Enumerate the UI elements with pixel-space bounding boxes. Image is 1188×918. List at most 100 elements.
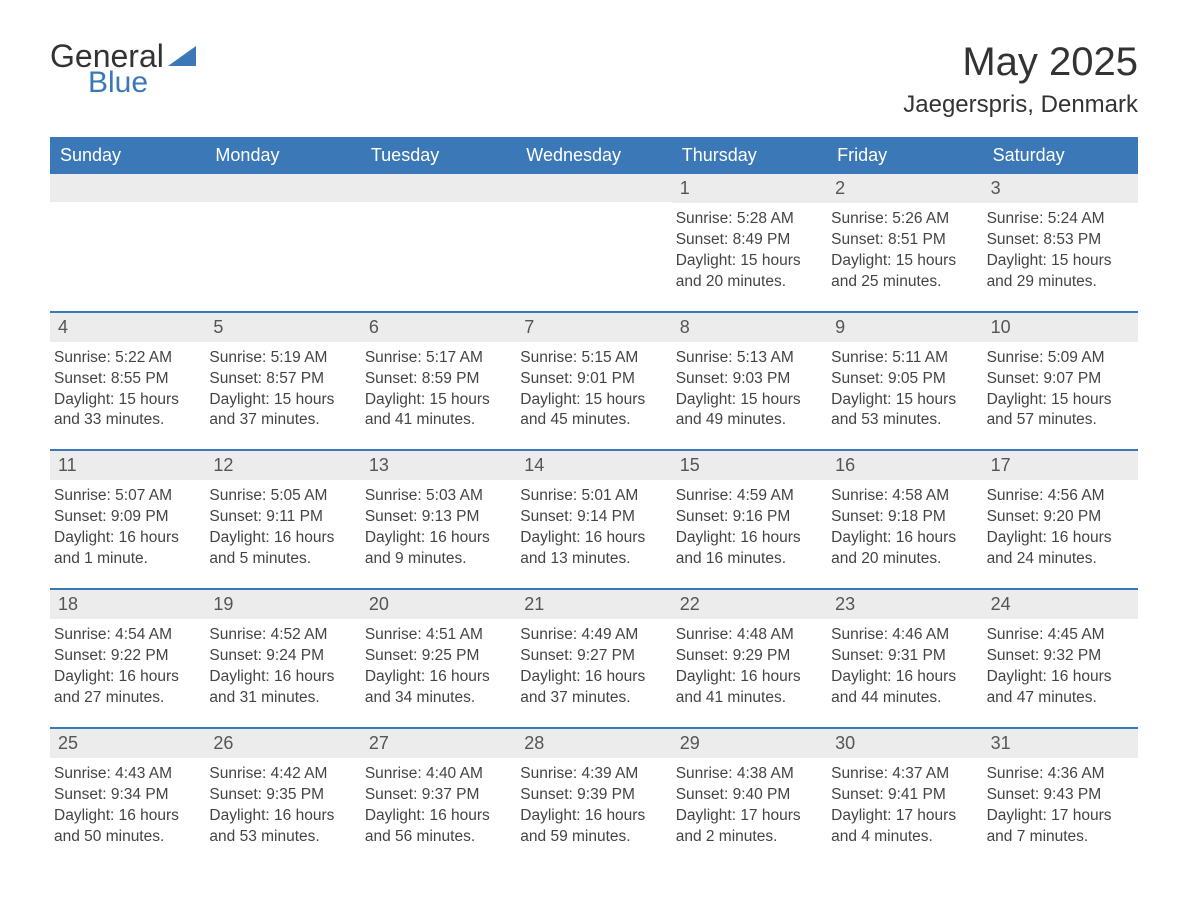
day-sunset: Sunset: 9:14 PM: [520, 507, 663, 528]
day-daylight1: Daylight: 16 hours: [676, 667, 819, 688]
day-sunset: Sunset: 9:35 PM: [209, 785, 352, 806]
day-number: 18: [50, 590, 205, 619]
day-daylight2: and 59 minutes.: [520, 827, 663, 848]
day-sunrise: Sunrise: 4:48 AM: [676, 625, 819, 646]
day-content: Sunrise: 5:07 AMSunset: 9:09 PMDaylight:…: [50, 480, 205, 574]
day-sunset: Sunset: 9:18 PM: [831, 507, 974, 528]
day-content: Sunrise: 4:43 AMSunset: 9:34 PMDaylight:…: [50, 758, 205, 852]
day-sunset: Sunset: 9:20 PM: [987, 507, 1130, 528]
day-sunrise: Sunrise: 4:51 AM: [365, 625, 508, 646]
day-daylight1: Daylight: 15 hours: [54, 390, 197, 411]
day-sunrise: Sunrise: 5:11 AM: [831, 348, 974, 369]
day-sunrise: Sunrise: 4:58 AM: [831, 486, 974, 507]
day-number: 6: [361, 313, 516, 342]
day-number: 10: [983, 313, 1138, 342]
day-daylight1: Daylight: 16 hours: [54, 806, 197, 827]
day-content: Sunrise: 5:13 AMSunset: 9:03 PMDaylight:…: [672, 342, 827, 436]
logo-triangle-icon: [168, 46, 196, 66]
day-content: Sunrise: 4:39 AMSunset: 9:39 PMDaylight:…: [516, 758, 671, 852]
day-number: 9: [827, 313, 982, 342]
day-number: 16: [827, 451, 982, 480]
day-content: Sunrise: 4:46 AMSunset: 9:31 PMDaylight:…: [827, 619, 982, 713]
day-daylight2: and 7 minutes.: [987, 827, 1130, 848]
day-content: Sunrise: 5:26 AMSunset: 8:51 PMDaylight:…: [827, 203, 982, 297]
day-content: Sunrise: 4:45 AMSunset: 9:32 PMDaylight:…: [983, 619, 1138, 713]
day-cell-empty: [205, 174, 360, 297]
day-cell-28: 28Sunrise: 4:39 AMSunset: 9:39 PMDayligh…: [516, 729, 671, 852]
day-cell-27: 27Sunrise: 4:40 AMSunset: 9:37 PMDayligh…: [361, 729, 516, 852]
title-block: May 2025 Jaegerspris, Denmark: [903, 40, 1138, 119]
day-content: Sunrise: 4:56 AMSunset: 9:20 PMDaylight:…: [983, 480, 1138, 574]
day-content: Sunrise: 4:37 AMSunset: 9:41 PMDaylight:…: [827, 758, 982, 852]
day-number: 7: [516, 313, 671, 342]
day-sunset: Sunset: 9:34 PM: [54, 785, 197, 806]
day-daylight2: and 47 minutes.: [987, 688, 1130, 709]
day-daylight1: Daylight: 16 hours: [987, 667, 1130, 688]
day-daylight2: and 57 minutes.: [987, 410, 1130, 431]
day-content: Sunrise: 4:51 AMSunset: 9:25 PMDaylight:…: [361, 619, 516, 713]
day-sunset: Sunset: 9:09 PM: [54, 507, 197, 528]
day-sunrise: Sunrise: 4:40 AM: [365, 764, 508, 785]
day-content: Sunrise: 5:19 AMSunset: 8:57 PMDaylight:…: [205, 342, 360, 436]
day-daylight2: and 4 minutes.: [831, 827, 974, 848]
logo-text-blue: Blue: [88, 66, 164, 100]
month-title: May 2025: [903, 40, 1138, 85]
weekday-tuesday: Tuesday: [361, 137, 516, 174]
day-daylight2: and 49 minutes.: [676, 410, 819, 431]
day-number: 17: [983, 451, 1138, 480]
day-content: Sunrise: 5:22 AMSunset: 8:55 PMDaylight:…: [50, 342, 205, 436]
day-cell-2: 2Sunrise: 5:26 AMSunset: 8:51 PMDaylight…: [827, 174, 982, 297]
logo: General Blue: [50, 40, 196, 100]
day-sunrise: Sunrise: 5:13 AM: [676, 348, 819, 369]
day-content: Sunrise: 5:28 AMSunset: 8:49 PMDaylight:…: [672, 203, 827, 297]
day-content: Sunrise: 5:01 AMSunset: 9:14 PMDaylight:…: [516, 480, 671, 574]
day-sunrise: Sunrise: 4:38 AM: [676, 764, 819, 785]
day-cell-empty: [516, 174, 671, 297]
location-label: Jaegerspris, Denmark: [903, 91, 1138, 119]
day-cell-21: 21Sunrise: 4:49 AMSunset: 9:27 PMDayligh…: [516, 590, 671, 713]
day-daylight1: Daylight: 16 hours: [520, 528, 663, 549]
day-daylight1: Daylight: 16 hours: [54, 528, 197, 549]
day-cell-5: 5Sunrise: 5:19 AMSunset: 8:57 PMDaylight…: [205, 313, 360, 436]
day-daylight1: Daylight: 15 hours: [365, 390, 508, 411]
day-number: 24: [983, 590, 1138, 619]
day-daylight1: Daylight: 15 hours: [831, 251, 974, 272]
day-daylight1: Daylight: 16 hours: [676, 528, 819, 549]
day-daylight2: and 44 minutes.: [831, 688, 974, 709]
week-row: 11Sunrise: 5:07 AMSunset: 9:09 PMDayligh…: [50, 449, 1138, 574]
empty-daybar: [50, 174, 205, 202]
day-sunset: Sunset: 9:03 PM: [676, 369, 819, 390]
day-content: Sunrise: 4:59 AMSunset: 9:16 PMDaylight:…: [672, 480, 827, 574]
day-sunset: Sunset: 8:57 PM: [209, 369, 352, 390]
day-sunrise: Sunrise: 4:42 AM: [209, 764, 352, 785]
header: General Blue May 2025 Jaegerspris, Denma…: [50, 40, 1138, 119]
day-sunrise: Sunrise: 5:28 AM: [676, 209, 819, 230]
week-row: 4Sunrise: 5:22 AMSunset: 8:55 PMDaylight…: [50, 311, 1138, 436]
day-number: 19: [205, 590, 360, 619]
day-content: Sunrise: 5:11 AMSunset: 9:05 PMDaylight:…: [827, 342, 982, 436]
day-daylight1: Daylight: 16 hours: [365, 528, 508, 549]
day-sunset: Sunset: 9:27 PM: [520, 646, 663, 667]
day-sunset: Sunset: 9:25 PM: [365, 646, 508, 667]
week-row: 18Sunrise: 4:54 AMSunset: 9:22 PMDayligh…: [50, 588, 1138, 713]
day-daylight2: and 53 minutes.: [831, 410, 974, 431]
day-number: 1: [672, 174, 827, 203]
day-number: 4: [50, 313, 205, 342]
day-sunset: Sunset: 9:13 PM: [365, 507, 508, 528]
day-number: 26: [205, 729, 360, 758]
day-sunset: Sunset: 8:59 PM: [365, 369, 508, 390]
day-daylight2: and 20 minutes.: [676, 272, 819, 293]
day-sunrise: Sunrise: 4:49 AM: [520, 625, 663, 646]
day-daylight2: and 33 minutes.: [54, 410, 197, 431]
day-cell-17: 17Sunrise: 4:56 AMSunset: 9:20 PMDayligh…: [983, 451, 1138, 574]
day-content: Sunrise: 5:09 AMSunset: 9:07 PMDaylight:…: [983, 342, 1138, 436]
day-content: Sunrise: 5:05 AMSunset: 9:11 PMDaylight:…: [205, 480, 360, 574]
day-cell-6: 6Sunrise: 5:17 AMSunset: 8:59 PMDaylight…: [361, 313, 516, 436]
day-daylight2: and 56 minutes.: [365, 827, 508, 848]
weekday-sunday: Sunday: [50, 137, 205, 174]
day-sunset: Sunset: 9:16 PM: [676, 507, 819, 528]
day-number: 20: [361, 590, 516, 619]
weekday-monday: Monday: [205, 137, 360, 174]
day-number: 13: [361, 451, 516, 480]
day-daylight1: Daylight: 15 hours: [676, 251, 819, 272]
